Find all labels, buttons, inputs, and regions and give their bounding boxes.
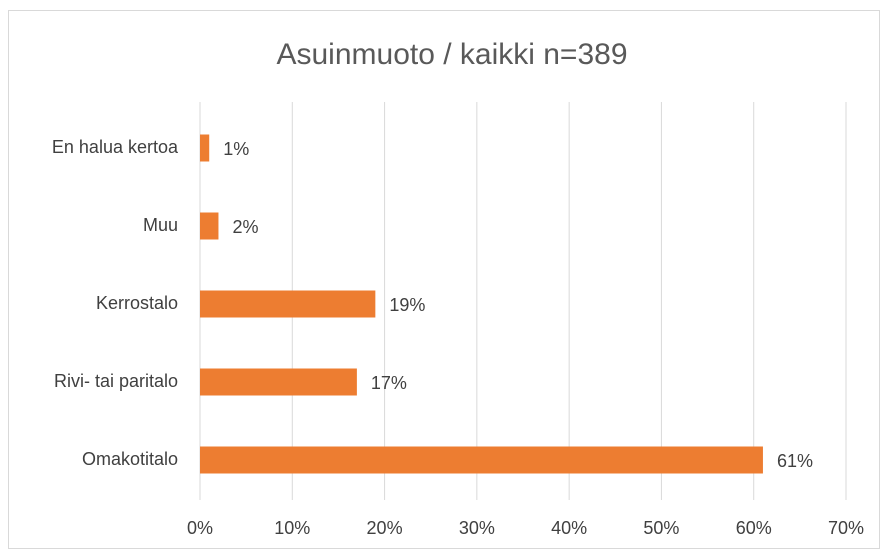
bar [200, 212, 219, 240]
x-tick-label: 10% [274, 518, 310, 538]
data-label: 17% [371, 373, 407, 393]
x-tick-label: 0% [187, 518, 213, 538]
x-tick-label: 70% [828, 518, 864, 538]
x-tick-label: 30% [459, 518, 495, 538]
x-tick-label: 60% [736, 518, 772, 538]
y-tick-label: Muu [143, 215, 178, 235]
y-tick-label: En halua kertoa [52, 137, 179, 157]
bar [200, 290, 376, 318]
x-tick-label: 40% [551, 518, 587, 538]
bar [200, 368, 357, 396]
chart-title: Asuinmuoto / kaikki n=389 [276, 38, 627, 71]
bar [200, 446, 763, 474]
y-tick-label: Kerrostalo [96, 293, 178, 313]
y-tick-label: Omakotitalo [82, 449, 178, 469]
x-tick-label: 50% [643, 518, 679, 538]
x-tick-label: 20% [367, 518, 403, 538]
data-label: 2% [232, 217, 258, 237]
data-label: 19% [389, 295, 425, 315]
data-label: 1% [223, 139, 249, 159]
bar [200, 134, 210, 162]
data-label: 61% [777, 451, 813, 471]
y-tick-label: Rivi- tai paritalo [54, 371, 178, 391]
